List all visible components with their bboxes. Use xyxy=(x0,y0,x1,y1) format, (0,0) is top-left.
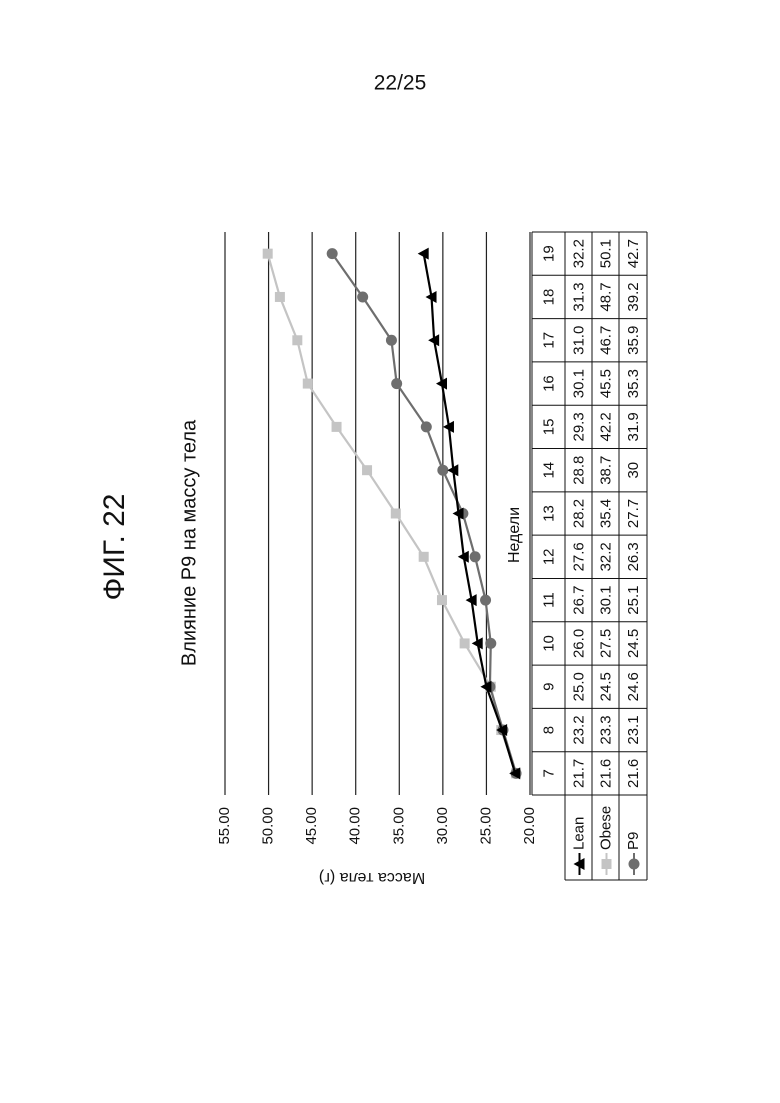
data-point xyxy=(470,551,481,562)
table-cell: 39.2 xyxy=(625,282,642,311)
data-point xyxy=(275,292,285,302)
data-point xyxy=(391,378,402,389)
y-tick-label: 45.00 xyxy=(303,807,320,845)
data-point xyxy=(386,335,397,346)
table-cell: 26.3 xyxy=(625,542,642,571)
x-tick-label: 14 xyxy=(540,462,557,479)
data-point xyxy=(332,422,342,432)
table-cell: 23.1 xyxy=(625,715,642,744)
x-tick-label: 18 xyxy=(540,289,557,306)
table-cell: 21.6 xyxy=(625,759,642,788)
data-point xyxy=(357,291,368,302)
table-cell: 23.2 xyxy=(570,715,587,744)
chart-title: Влияние P9 на массу тела xyxy=(178,419,200,666)
table-cell: 31.9 xyxy=(625,412,642,441)
table-cell: 23.3 xyxy=(597,715,614,744)
page-canvas: 22/25 ФИГ. 22 Влияние P9 на массу тела Н… xyxy=(0,0,780,1103)
table-cell: 24.5 xyxy=(625,629,642,658)
x-axis-title: Недели xyxy=(506,507,523,563)
table-cell: 50.1 xyxy=(597,239,614,268)
table-cell: 30 xyxy=(625,462,642,479)
table-cell: 27.5 xyxy=(597,629,614,658)
data-point xyxy=(480,595,491,606)
table-cell: 46.7 xyxy=(597,326,614,355)
x-tick-label: 7 xyxy=(540,769,557,777)
x-tick-label: 15 xyxy=(540,419,557,436)
data-point xyxy=(303,379,313,389)
table-cell: 26.7 xyxy=(570,586,587,615)
y-tick-label: 35.00 xyxy=(390,807,407,845)
y-tick-label: 40.00 xyxy=(347,807,364,845)
table-cell: 30.1 xyxy=(597,586,614,615)
table-cell: 32.2 xyxy=(597,542,614,571)
data-point xyxy=(263,249,273,259)
data-point xyxy=(437,465,448,476)
table-cell: 42.2 xyxy=(597,412,614,441)
table-cell: 35.4 xyxy=(597,499,614,528)
table-cell: 25.1 xyxy=(625,586,642,615)
table-cell: 42.7 xyxy=(625,239,642,268)
table-cell: 35.9 xyxy=(625,326,642,355)
legend-label: Lean xyxy=(570,817,587,850)
y-tick-label: 20.00 xyxy=(521,807,538,845)
legend-marker xyxy=(602,859,612,869)
table-cell: 28.2 xyxy=(570,499,587,528)
y-tick-label: 50.00 xyxy=(260,807,277,845)
x-tick-label: 9 xyxy=(540,683,557,691)
table-cell: 27.7 xyxy=(625,499,642,528)
legend-label: P9 xyxy=(625,832,642,850)
table-cell: 21.6 xyxy=(597,759,614,788)
table-cell: 35.3 xyxy=(625,369,642,398)
x-tick-label: 8 xyxy=(540,726,557,734)
table-cell: 48.7 xyxy=(597,282,614,311)
series-line xyxy=(424,254,516,774)
legend-marker xyxy=(629,859,640,870)
data-point xyxy=(418,248,429,260)
data-point xyxy=(391,509,401,519)
table-cell: 38.7 xyxy=(597,456,614,485)
table-cell: 25.0 xyxy=(570,672,587,701)
data-point xyxy=(419,552,429,562)
table-cell: 21.7 xyxy=(570,759,587,788)
x-tick-label: 13 xyxy=(540,505,557,522)
y-tick-label: 30.00 xyxy=(434,807,451,845)
table-cell: 31.3 xyxy=(570,282,587,311)
data-point xyxy=(327,248,338,259)
data-point xyxy=(421,421,432,432)
data-point xyxy=(292,335,302,345)
x-tick-label: 16 xyxy=(540,375,557,392)
table-cell: 31.0 xyxy=(570,326,587,355)
data-point xyxy=(437,595,447,605)
x-tick-label: 19 xyxy=(540,245,557,262)
data-point xyxy=(485,638,496,649)
table-cell: 29.3 xyxy=(570,412,587,441)
x-tick-label: 12 xyxy=(540,548,557,565)
y-axis-title: Масса тела (г) xyxy=(319,869,425,886)
table-cell: 30.1 xyxy=(570,369,587,398)
data-point xyxy=(460,638,470,648)
table-cell: 24.5 xyxy=(597,672,614,701)
page: {"page_number": "22/25", "figure_label":… xyxy=(0,0,780,1103)
y-tick-label: 55.00 xyxy=(216,807,233,845)
y-tick-label: 25.00 xyxy=(477,807,494,845)
legend-label: Obese xyxy=(597,806,614,850)
x-tick-label: 10 xyxy=(540,635,557,652)
rotated-figure: ФИГ. 22 Влияние P9 на массу тела Недели … xyxy=(98,232,647,886)
x-tick-label: 17 xyxy=(540,332,557,349)
data-point xyxy=(362,465,372,475)
table-cell: 26.0 xyxy=(570,629,587,658)
table-cell: 27.6 xyxy=(570,542,587,571)
table-cell: 24.6 xyxy=(625,672,642,701)
table-cell: 32.2 xyxy=(570,239,587,268)
table-cell: 45.5 xyxy=(597,369,614,398)
figure-label: ФИГ. 22 xyxy=(98,494,131,601)
x-tick-label: 11 xyxy=(540,592,557,608)
table-cell: 28.8 xyxy=(570,456,587,485)
page-number: 22/25 xyxy=(374,72,427,95)
